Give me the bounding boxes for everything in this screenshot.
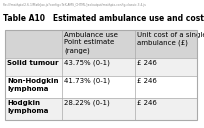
Text: 43.75% (0-1): 43.75% (0-1) [64, 60, 110, 67]
Text: £ 246: £ 246 [137, 78, 157, 84]
Text: Unit cost of a single journe
ambulance (£): Unit cost of a single journe ambulance (… [137, 32, 204, 46]
Bar [5, 58, 197, 76]
Text: Hodgkin
lymphoma: Hodgkin lymphoma [7, 100, 48, 114]
Bar [5, 98, 197, 120]
Bar [5, 30, 197, 120]
Text: Non-Hodgkin
lymphoma: Non-Hodgkin lymphoma [7, 78, 59, 92]
Text: 28.22% (0-1): 28.22% (0-1) [64, 100, 110, 106]
Bar [5, 30, 197, 58]
Text: £ 246: £ 246 [137, 60, 157, 66]
Bar [5, 76, 197, 98]
Text: Solid tumour: Solid tumour [7, 60, 59, 66]
Text: file:///mathpix/2.6.1/MathJax.js?config=TeX-AMS_CHTML/jax/output/mathpix-config-: file:///mathpix/2.6.1/MathJax.js?config=… [3, 3, 147, 7]
Text: £ 246: £ 246 [137, 100, 157, 106]
Text: Table A10   Estimated ambulance use and cost for each pati: Table A10 Estimated ambulance use and co… [3, 14, 204, 23]
Text: 41.73% (0-1): 41.73% (0-1) [64, 78, 110, 84]
Text: Ambulance use
Point estimate
(range): Ambulance use Point estimate (range) [64, 32, 118, 54]
